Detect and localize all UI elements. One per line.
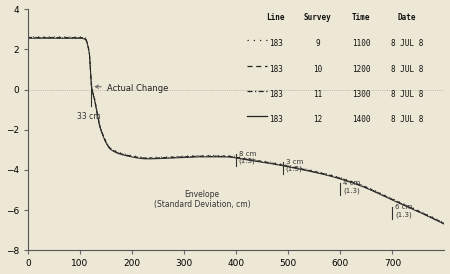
- Text: 9: 9: [315, 39, 320, 48]
- Text: Actual Change: Actual Change: [95, 84, 168, 93]
- Text: 183: 183: [269, 65, 283, 73]
- Text: Date: Date: [398, 13, 416, 22]
- Text: 1200: 1200: [352, 65, 370, 73]
- Text: 3 cm
(1.3): 3 cm (1.3): [286, 159, 303, 172]
- Text: 6 cm
(1.3): 6 cm (1.3): [395, 204, 412, 218]
- Text: 8 JUL 8: 8 JUL 8: [391, 39, 423, 48]
- Text: 12: 12: [313, 115, 322, 124]
- Text: 183: 183: [269, 115, 283, 124]
- Text: 11: 11: [313, 90, 322, 99]
- Text: 10: 10: [313, 65, 322, 73]
- Text: 1100: 1100: [352, 39, 370, 48]
- Text: 8 JUL 8: 8 JUL 8: [391, 65, 423, 73]
- Text: 183: 183: [269, 90, 283, 99]
- Text: Time: Time: [352, 13, 370, 22]
- Text: Line: Line: [266, 13, 285, 22]
- Text: 183: 183: [269, 39, 283, 48]
- Text: 1400: 1400: [352, 115, 370, 124]
- Text: 8 cm
(1.3): 8 cm (1.3): [239, 151, 256, 164]
- Text: 1300: 1300: [352, 90, 370, 99]
- Text: 4 cm
(1.3): 4 cm (1.3): [343, 180, 360, 193]
- Text: 8 JUL 8: 8 JUL 8: [391, 115, 423, 124]
- Text: 33 cm: 33 cm: [77, 112, 101, 121]
- Text: Survey: Survey: [303, 13, 331, 22]
- Text: Envelope
(Standard Deviation, cm): Envelope (Standard Deviation, cm): [154, 190, 251, 210]
- Text: 8 JUL 8: 8 JUL 8: [391, 90, 423, 99]
